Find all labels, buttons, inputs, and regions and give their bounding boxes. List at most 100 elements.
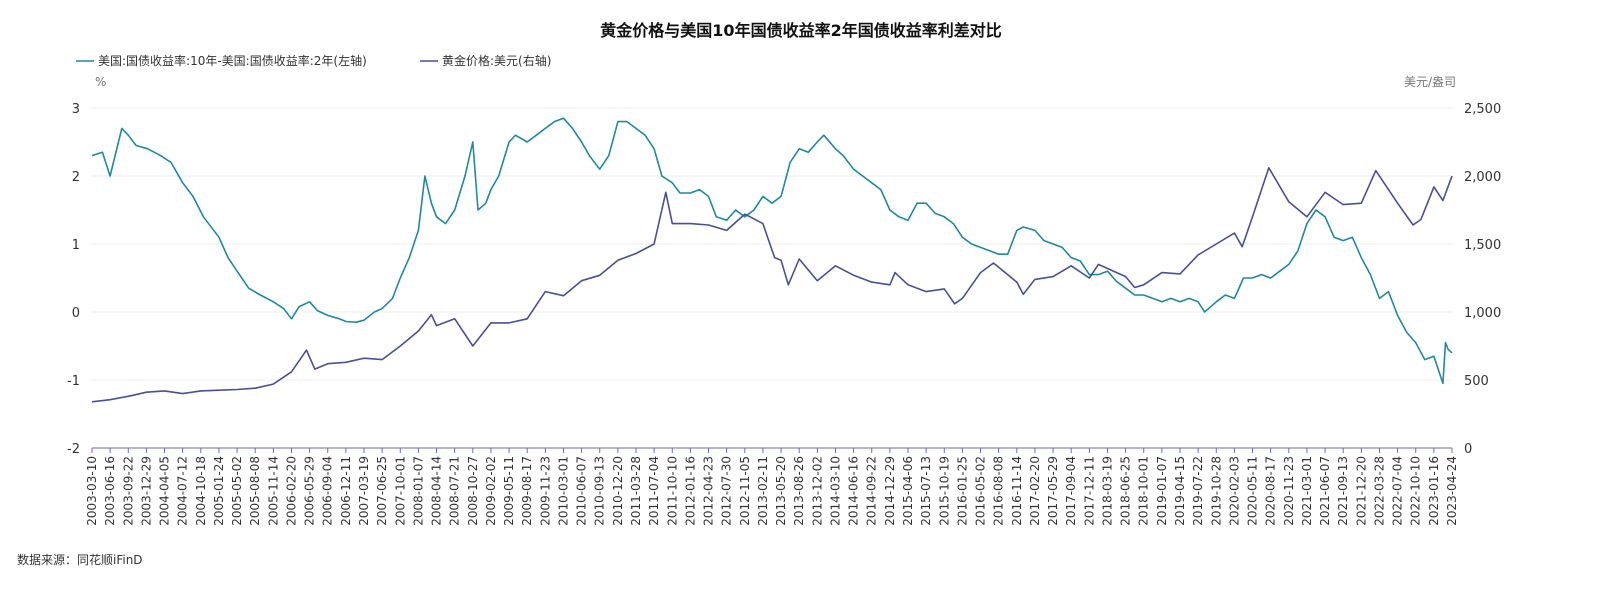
right-tick-label: 1,500	[1464, 238, 1501, 253]
x-tick-label: 2006-12-11	[339, 456, 353, 526]
x-tick-label: 2009-08-17	[520, 456, 534, 526]
legend-item-gold[interactable]: 黄金价格:美元(右轴)	[420, 53, 551, 68]
x-tick-label: 2009-11-23	[538, 456, 552, 526]
right-tick-label: 500	[1464, 374, 1489, 389]
x-tick-label: 2012-11-05	[738, 456, 752, 526]
x-tick-label: 2020-08-17	[1264, 456, 1278, 526]
x-tick-label: 2016-05-02	[974, 456, 988, 526]
left-tick-label: 3	[72, 102, 80, 117]
x-tick-label: 2005-01-24	[212, 456, 226, 526]
x-tick-label: 2010-12-20	[611, 456, 625, 526]
x-tick-label: 2009-02-02	[484, 456, 498, 526]
x-tick-label: 2003-03-10	[85, 456, 99, 526]
x-tick-label: 2018-10-01	[1137, 456, 1151, 526]
x-tick-label: 2014-03-10	[829, 456, 843, 526]
x-tick-label: 2019-10-28	[1209, 456, 1223, 526]
left-tick-label: -2	[67, 442, 80, 457]
left-axis-unit: %	[95, 75, 106, 89]
x-tick-label: 2017-09-04	[1064, 456, 1078, 526]
x-tick-label: 2010-06-07	[575, 456, 589, 526]
right-axis-unit: 美元/盎司	[1404, 75, 1456, 89]
legend: 美国:国债收益率:10年-美国:国债收益率:2年(左轴) 黄金价格:美元(右轴)	[76, 53, 551, 68]
x-tick-label: 2017-05-29	[1046, 456, 1060, 526]
x-tick-label: 2007-06-25	[375, 456, 389, 526]
grid	[92, 107, 1452, 381]
x-tick-label: 2014-12-29	[883, 456, 897, 526]
x-tick-label: 2007-10-01	[393, 456, 407, 526]
x-tick-label: 2018-03-19	[1101, 456, 1115, 526]
x-tick-label: 2022-10-10	[1409, 456, 1423, 526]
x-tick-label: 2005-05-02	[230, 456, 244, 526]
legend-label-spread: 美国:国债收益率:10年-美国:国债收益率:2年(左轴)	[98, 53, 367, 68]
x-tick-label: 2021-12-20	[1354, 456, 1368, 526]
x-tick-label: 2020-02-03	[1227, 456, 1241, 526]
x-tick-label: 2020-05-11	[1246, 456, 1260, 526]
x-tick-label: 2012-07-30	[720, 456, 734, 526]
x-tick-label: 2023-01-16	[1427, 456, 1441, 526]
x-tick-label: 2006-05-29	[303, 456, 317, 526]
right-axis-ticks: 2,500 2,000 1,500 1,000 500 0	[1464, 102, 1501, 457]
right-tick-label: 0	[1464, 442, 1472, 457]
x-tick-label: 2016-11-14	[1010, 456, 1024, 526]
x-tick-label: 2019-04-15	[1173, 456, 1187, 526]
x-tick-label: 2007-03-19	[357, 456, 371, 526]
x-tick-label: 2013-05-20	[774, 456, 788, 526]
x-tick-label: 2008-10-27	[466, 456, 480, 526]
chart-title: 黄金价格与美国10年国债收益率2年国债收益率利差对比	[600, 21, 1001, 40]
series-lines	[91, 117, 1453, 403]
x-tick-label: 2020-11-23	[1282, 456, 1296, 526]
x-tick-label: 2013-12-02	[810, 456, 824, 526]
x-tick-label: 2019-07-22	[1191, 456, 1205, 526]
left-tick-label: 2	[72, 170, 80, 185]
x-tick-label: 2021-06-07	[1318, 456, 1332, 526]
x-tick-label: 2008-07-21	[448, 456, 462, 526]
x-tick-label: 2004-04-05	[158, 456, 172, 526]
x-tick-label: 2014-09-22	[865, 456, 879, 526]
x-tick-label: 2015-04-06	[901, 456, 915, 526]
left-tick-label: 1	[72, 238, 80, 253]
x-tick-label: 2017-12-11	[1082, 456, 1096, 526]
x-tick-label: 2010-09-13	[593, 456, 607, 526]
x-tick-label: 2019-01-07	[1155, 456, 1169, 526]
x-tick-label: 2004-10-18	[194, 456, 208, 526]
right-tick-label: 2,500	[1464, 102, 1501, 117]
x-tick-label: 2015-07-13	[919, 456, 933, 526]
x-tick-label: 2015-10-19	[937, 456, 951, 526]
x-tick-label: 2022-07-04	[1391, 456, 1405, 526]
x-tick-label: 2011-07-04	[647, 456, 661, 526]
x-tick-label: 2006-02-20	[285, 456, 299, 526]
x-tick-label: 2021-03-01	[1300, 456, 1314, 526]
x-tick-label: 2011-10-10	[665, 456, 679, 526]
legend-item-spread[interactable]: 美国:国债收益率:10年-美国:国债收益率:2年(左轴)	[76, 53, 367, 68]
x-tick-label: 2012-04-23	[702, 456, 716, 526]
x-tick-label: 2023-04-24	[1445, 456, 1459, 526]
x-tick-label: 2008-01-07	[411, 456, 425, 526]
x-tick-label: 2004-07-12	[176, 456, 190, 526]
x-tick-label: 2010-03-01	[557, 456, 571, 526]
x-tick-label: 2013-02-11	[756, 456, 770, 526]
x-tick-label: 2003-06-16	[103, 456, 117, 526]
x-tick-label: 2003-12-29	[139, 456, 153, 526]
left-tick-label: -1	[67, 374, 80, 389]
x-tick-label: 2021-09-13	[1336, 456, 1350, 526]
x-tick-label: 2013-08-26	[792, 456, 806, 526]
x-tick-label: 2016-08-08	[992, 456, 1006, 526]
left-axis-ticks: 3 2 1 0 -1 -2	[67, 102, 80, 457]
x-axis: 2003-03-10 2003-06-16 2003-09-22 2003-12-29…	[85, 447, 1459, 526]
x-tick-label: 2018-06-25	[1119, 456, 1133, 526]
x-tick-label: 2016-01-25	[955, 456, 969, 526]
left-tick-label: 0	[72, 306, 80, 321]
x-tick-label: 2022-03-28	[1373, 456, 1387, 526]
x-tick-label: 2008-04-14	[430, 456, 444, 526]
series-line-spread	[91, 117, 1453, 385]
right-tick-label: 2,000	[1464, 170, 1501, 185]
x-tick-label: 2014-06-16	[847, 456, 861, 526]
x-tick-label: 2009-05-11	[502, 456, 516, 526]
x-tick-label: 2003-09-22	[121, 456, 135, 526]
x-tick-label: 2012-01-16	[683, 456, 697, 526]
x-tick-label: 2005-08-08	[248, 456, 262, 526]
x-tick-label: 2005-11-14	[266, 456, 280, 526]
series-line-gold	[91, 167, 1453, 403]
x-tick-label: 2011-03-28	[629, 456, 643, 526]
